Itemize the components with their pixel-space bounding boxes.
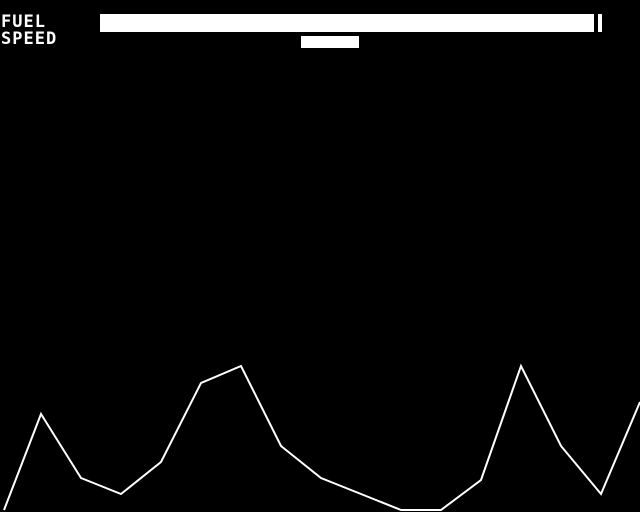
speed-indicator xyxy=(301,36,359,48)
fuel-full-marker xyxy=(598,14,602,32)
speed-label: SPEED xyxy=(1,29,58,49)
speed-gauge xyxy=(100,36,600,48)
fuel-label: FUEL xyxy=(1,12,46,32)
fuel-bar xyxy=(100,14,594,32)
terrain-outline xyxy=(3,363,640,511)
fuel-gauge xyxy=(100,14,604,32)
